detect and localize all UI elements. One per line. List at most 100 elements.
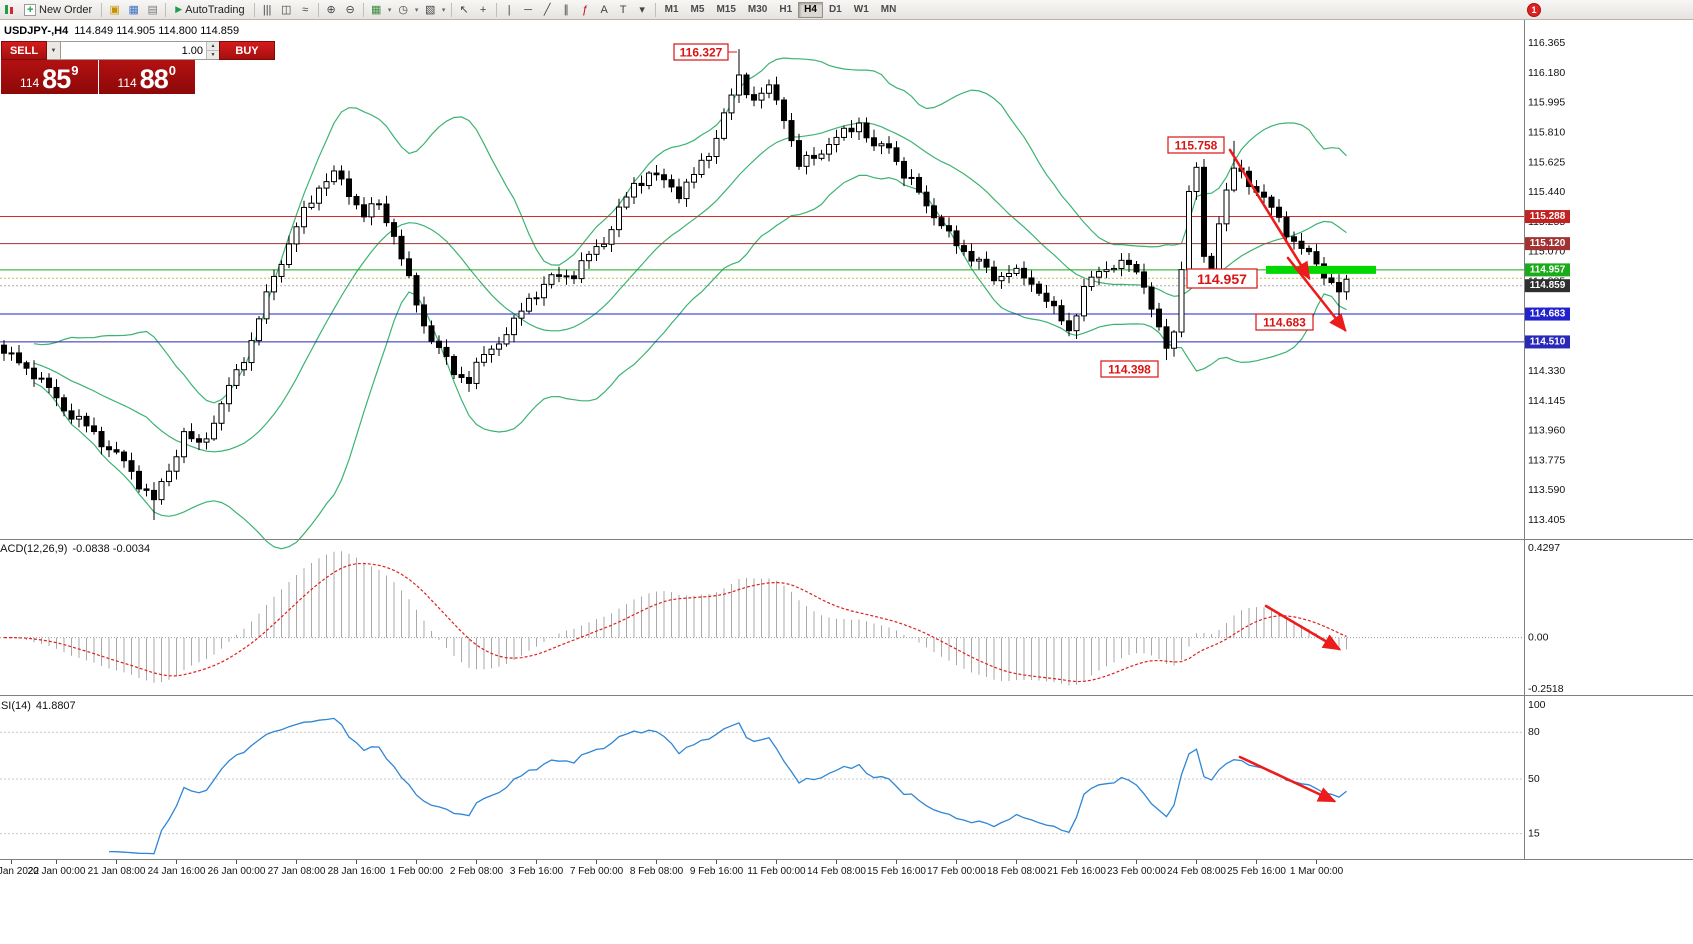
price-tag-115.288 bbox=[1525, 210, 1570, 224]
timeframe-m5-button[interactable]: M5 bbox=[685, 2, 711, 18]
price-tag-115.120 bbox=[1525, 237, 1570, 251]
text-icon[interactable]: A bbox=[600, 3, 608, 16]
sell-button[interactable]: SELL bbox=[1, 41, 47, 60]
timeframe-h1-button[interactable]: H1 bbox=[773, 2, 798, 18]
line-chart-icon[interactable]: ≈ bbox=[302, 3, 309, 16]
print-icon[interactable]: ▤ bbox=[147, 4, 158, 16]
svg-text:50: 50 bbox=[1528, 773, 1540, 785]
new-order-button[interactable]: New Order bbox=[18, 1, 98, 18]
svg-text:113.590: 113.590 bbox=[1528, 484, 1565, 496]
volume-input[interactable] bbox=[61, 42, 206, 59]
svg-text:2 Feb 08:00: 2 Feb 08:00 bbox=[450, 866, 504, 877]
timeframe-m15-button[interactable]: M15 bbox=[710, 2, 741, 18]
tile-windows-dropdown-icon[interactable]: ▾ bbox=[387, 6, 392, 14]
svg-text:15 Feb 16:00: 15 Feb 16:00 bbox=[867, 866, 926, 877]
volume-up-icon[interactable]: ▲ bbox=[207, 42, 219, 51]
sell-price-display[interactable]: 114 85 9 bbox=[1, 60, 98, 94]
price-axis[interactable]: 116.365 116.180 115.995 115.810 115.625 115.4… bbox=[1525, 37, 1570, 840]
svg-text:1 Feb 00:00: 1 Feb 00:00 bbox=[390, 866, 444, 877]
toolbar-separator bbox=[362, 2, 364, 17]
annotation-115.758[interactable] bbox=[1167, 136, 1225, 154]
bar-chart-icon[interactable]: ||| bbox=[262, 3, 272, 16]
volume-down-icon[interactable]: ▼ bbox=[207, 51, 219, 59]
timeframe-h4-button[interactable]: H4 bbox=[798, 1, 823, 18]
template-dropdown-icon[interactable]: ▾ bbox=[441, 6, 446, 14]
svg-text:115.995: 115.995 bbox=[1528, 97, 1565, 109]
channel-icon[interactable]: ∥ bbox=[563, 4, 569, 16]
svg-text:24 Jan 16:00: 24 Jan 16:00 bbox=[148, 866, 206, 877]
zoom-out-icon[interactable]: ⊖ bbox=[345, 4, 355, 16]
svg-text:113.960: 113.960 bbox=[1528, 425, 1565, 437]
timeframe-m1-button[interactable]: M1 bbox=[659, 2, 685, 18]
volume-dropdown-icon[interactable]: ▼ bbox=[47, 41, 61, 60]
svg-text:11 Feb 00:00: 11 Feb 00:00 bbox=[747, 866, 806, 877]
annotation-114.398[interactable] bbox=[1100, 360, 1159, 378]
toolbar-separator bbox=[654, 2, 656, 17]
svg-text:115.810: 115.810 bbox=[1528, 126, 1565, 138]
svg-text:116.327: 116.327 bbox=[680, 46, 723, 60]
macd-indicator-label: MACD(12,26,9)-0.0838 -0.0034 bbox=[0, 543, 151, 555]
timeframe-m30-button[interactable]: M30 bbox=[742, 2, 773, 18]
horizontal-line-icon[interactable]: ─ bbox=[524, 3, 533, 16]
tile-windows-icon[interactable]: ▦ bbox=[370, 4, 382, 16]
template-icon[interactable]: ▧ bbox=[424, 4, 436, 16]
timeframe-d1-button[interactable]: D1 bbox=[823, 2, 848, 18]
svg-text:3 Feb 16:00: 3 Feb 16:00 bbox=[510, 866, 564, 877]
annotation-114.683[interactable] bbox=[1255, 313, 1314, 331]
annotation-114.957[interactable] bbox=[1186, 268, 1258, 289]
notification-badge[interactable]: 1 bbox=[1527, 2, 1541, 17]
buy-button[interactable]: BUY bbox=[219, 41, 275, 60]
svg-text:115.440: 115.440 bbox=[1528, 186, 1565, 198]
fibonacci-icon[interactable]: ƒ bbox=[582, 3, 589, 16]
text-label-icon[interactable]: T bbox=[619, 3, 627, 16]
svg-text:15: 15 bbox=[1528, 828, 1540, 840]
svg-text:1 Mar 00:00: 1 Mar 00:00 bbox=[1290, 866, 1344, 877]
trend-arrow[interactable] bbox=[1228, 148, 1311, 281]
trend-arrow[interactable] bbox=[1238, 755, 1337, 803]
svg-text:115.758: 115.758 bbox=[1175, 139, 1218, 153]
svg-text:24 Feb 08:00: 24 Feb 08:00 bbox=[1167, 866, 1226, 877]
svg-text:114.510: 114.510 bbox=[1530, 336, 1566, 347]
volume-spinner: ▲ ▼ bbox=[206, 42, 219, 59]
svg-text:114.145: 114.145 bbox=[1528, 395, 1565, 407]
svg-text:0.00: 0.00 bbox=[1528, 632, 1549, 644]
svg-text:80: 80 bbox=[1528, 726, 1540, 738]
svg-text:21 Jan 08:00: 21 Jan 08:00 bbox=[88, 866, 146, 877]
quote-panel-prices: 114 85 9 114 88 0 bbox=[1, 60, 195, 94]
timeframe-mn-button[interactable]: MN bbox=[875, 2, 903, 18]
trend-arrow[interactable] bbox=[1286, 256, 1347, 333]
chart-window-icon[interactable]: ▦ bbox=[128, 4, 139, 16]
cursor-icon[interactable]: ↖ bbox=[459, 4, 469, 16]
period-dropdown-icon[interactable]: ▾ bbox=[414, 6, 419, 14]
volume-input-group: ▲ ▼ bbox=[61, 41, 219, 60]
candlestick-chart-icon[interactable]: ◫ bbox=[280, 4, 292, 16]
period-icon[interactable]: ◷ bbox=[398, 4, 408, 16]
timeframe-w1-button[interactable]: W1 bbox=[848, 2, 875, 18]
zoom-in-icon[interactable]: ⊕ bbox=[326, 4, 336, 16]
svg-text:-0.2518: -0.2518 bbox=[1528, 683, 1564, 695]
buy-price-display[interactable]: 114 88 0 bbox=[98, 60, 195, 94]
svg-text:18 Feb 08:00: 18 Feb 08:00 bbox=[987, 866, 1046, 877]
autotrading-button[interactable]: ▶ AutoTrading bbox=[169, 1, 250, 18]
trendline-icon[interactable]: ╱ bbox=[543, 4, 551, 16]
vertical-line-icon[interactable]: | bbox=[507, 3, 511, 16]
trend-arrow[interactable] bbox=[1264, 604, 1342, 651]
toolbar-separator bbox=[101, 2, 103, 17]
svg-text:7 Feb 00:00: 7 Feb 00:00 bbox=[570, 866, 624, 877]
panel-borders bbox=[0, 20, 1693, 860]
symbol-ohlc: 114.849 114.905 114.800 114.859 bbox=[74, 25, 240, 37]
svg-text:0.4297: 0.4297 bbox=[1528, 542, 1560, 554]
price-tag-114.957 bbox=[1525, 263, 1570, 277]
chart-symbol-label: USDJPY-,H4 114.849 114.905 114.800 114.85… bbox=[4, 25, 239, 37]
crosshair-icon[interactable]: + bbox=[479, 3, 487, 16]
expert-advisors-icon[interactable]: ▣ bbox=[109, 4, 120, 16]
quote-panel-controls: SELL ▼ ▲ ▼ BUY bbox=[1, 41, 275, 60]
svg-text:115.120: 115.120 bbox=[1530, 238, 1566, 249]
svg-text:114.957: 114.957 bbox=[1530, 264, 1566, 275]
annotation-116.327[interactable] bbox=[673, 43, 729, 61]
svg-text:21 Feb 16:00: 21 Feb 16:00 bbox=[1047, 866, 1106, 877]
shapes-icon[interactable]: ▾ bbox=[639, 4, 645, 16]
